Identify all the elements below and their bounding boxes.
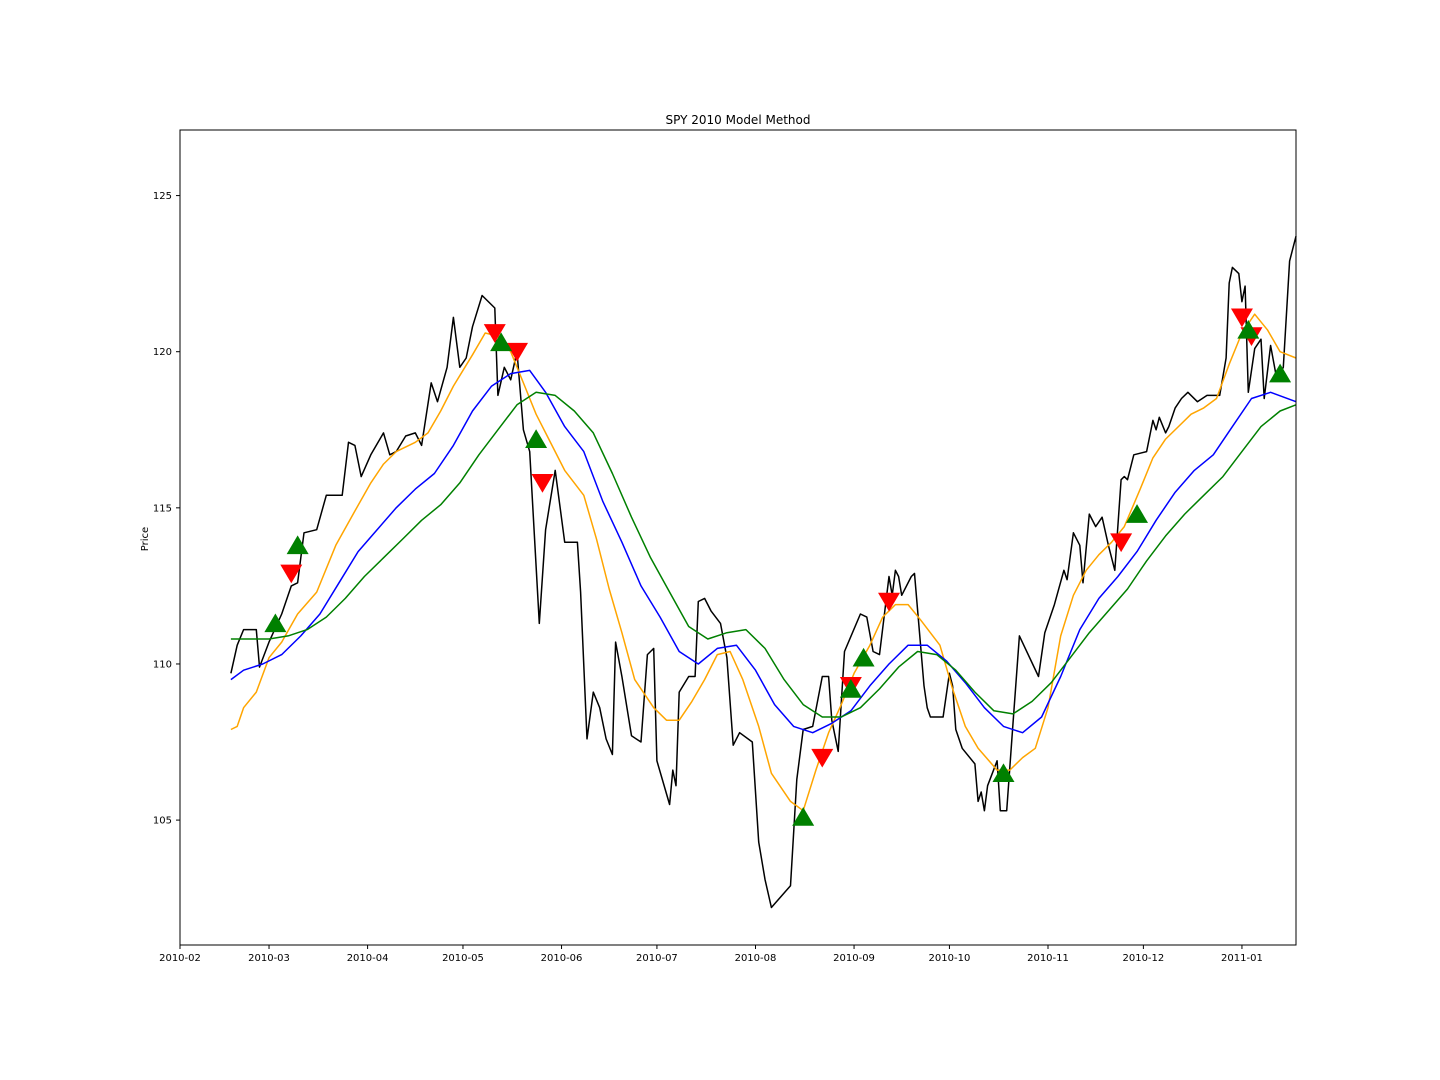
sell-marker <box>531 474 554 493</box>
sell-marker <box>878 592 901 612</box>
x-axis: 2010-02 2010-03 2010-04 2010-05 2010-06 2010-… <box>159 945 1263 964</box>
buy-marker <box>839 679 862 698</box>
sell-marker <box>280 564 303 584</box>
sell-marker <box>1230 308 1253 328</box>
series-line-4 <box>230 391 1297 718</box>
x-tick-label: 2010-05 <box>442 953 484 964</box>
series-layer <box>230 236 1297 909</box>
y-axis: 105 110 115 120 125 <box>153 191 180 827</box>
series-line-2 <box>230 313 1297 812</box>
buy-marker <box>490 332 513 352</box>
x-tick-label: 2011-01 <box>1221 953 1263 964</box>
sell-marker <box>506 342 529 362</box>
sell-marker <box>811 748 834 768</box>
marker-layer <box>264 308 1292 826</box>
y-tick-label: 120 <box>153 347 172 358</box>
plot-area <box>230 236 1297 909</box>
y-tick-label: 115 <box>153 503 172 514</box>
buy-marker <box>792 807 815 826</box>
series-line-3 <box>230 369 1297 734</box>
buy-marker <box>264 613 287 633</box>
x-tick-label: 2010-11 <box>1027 953 1069 964</box>
buy-marker <box>286 535 309 555</box>
buy-marker <box>992 763 1015 783</box>
x-tick-label: 2010-09 <box>833 953 875 964</box>
series-line-1 <box>230 236 1297 909</box>
x-tick-label: 2010-04 <box>347 953 389 964</box>
x-tick-label: 2010-06 <box>541 953 583 964</box>
sell-marker <box>483 324 506 343</box>
x-tick-label: 2010-10 <box>929 953 971 964</box>
x-tick-label: 2010-02 <box>159 953 201 964</box>
plot-frame <box>179 129 1297 946</box>
buy-marker <box>1126 504 1149 523</box>
x-tick-label: 2010-08 <box>735 953 777 964</box>
chart-title: SPY 2010 Model Method <box>666 113 811 127</box>
buy-marker <box>852 647 875 667</box>
buy-marker <box>1237 319 1260 339</box>
x-tick-label: 2010-03 <box>248 953 290 964</box>
x-tick-label: 2010-12 <box>1122 953 1164 964</box>
sell-marker <box>1110 533 1133 553</box>
buy-marker <box>525 429 548 448</box>
y-tick-label: 110 <box>153 659 172 670</box>
x-tick-label: 2010-07 <box>636 953 678 964</box>
buy-marker <box>1269 363 1292 383</box>
y-tick-label: 125 <box>153 191 172 202</box>
y-tick-label: 105 <box>153 816 172 827</box>
y-axis-label: Price <box>140 527 151 551</box>
